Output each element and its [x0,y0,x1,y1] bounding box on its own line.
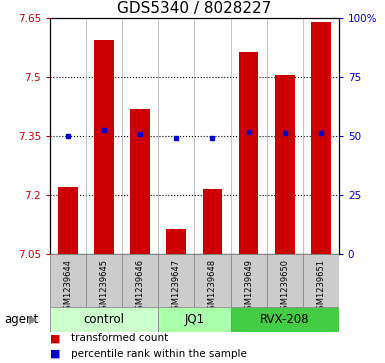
Text: ■: ■ [50,349,60,359]
Text: agent: agent [4,313,38,326]
Text: transformed count: transformed count [71,334,169,343]
Text: GSM1239647: GSM1239647 [172,259,181,315]
Text: GSM1239645: GSM1239645 [100,259,109,315]
FancyBboxPatch shape [303,254,339,307]
FancyBboxPatch shape [158,254,194,307]
Text: ▶: ▶ [28,314,37,325]
Bar [311,22,331,254]
Bar [239,52,258,254]
Bar [131,109,150,254]
Bar [166,229,186,254]
Text: GSM1239644: GSM1239644 [64,259,73,315]
Bar [94,40,114,254]
FancyBboxPatch shape [194,254,231,307]
FancyBboxPatch shape [158,307,231,332]
Text: GSM1239648: GSM1239648 [208,259,217,315]
Text: GSM1239650: GSM1239650 [280,259,289,315]
Title: GDS5340 / 8028227: GDS5340 / 8028227 [117,1,271,16]
FancyBboxPatch shape [50,307,158,332]
Text: JQ1: JQ1 [184,313,204,326]
Text: control: control [84,313,125,326]
FancyBboxPatch shape [231,254,266,307]
Bar [275,75,295,254]
Text: ■: ■ [50,334,60,343]
Text: RVX-208: RVX-208 [260,313,310,326]
FancyBboxPatch shape [86,254,122,307]
FancyBboxPatch shape [122,254,158,307]
Text: percentile rank within the sample: percentile rank within the sample [71,349,247,359]
Bar [58,187,78,254]
FancyBboxPatch shape [266,254,303,307]
FancyBboxPatch shape [50,254,86,307]
FancyBboxPatch shape [231,307,339,332]
Text: GSM1239646: GSM1239646 [136,259,145,315]
Text: GSM1239651: GSM1239651 [316,259,325,315]
Bar [203,189,223,254]
Text: GSM1239649: GSM1239649 [244,259,253,315]
